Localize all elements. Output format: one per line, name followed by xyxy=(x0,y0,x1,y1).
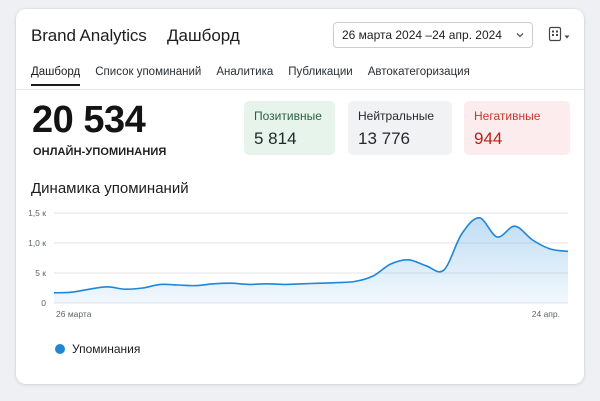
positive-label: Позитивные xyxy=(254,109,322,123)
legend-label: Упоминания xyxy=(72,342,141,356)
calendar-menu-button[interactable] xyxy=(548,26,572,46)
negative-value: 944 xyxy=(474,129,503,148)
y-tick-label: 0 xyxy=(41,298,46,308)
neutral-stat-card[interactable]: Нейтральные 13 776 xyxy=(348,101,452,155)
y-tick-label: 1,0 к xyxy=(28,238,46,248)
calendar-icon xyxy=(548,26,562,47)
tabs-divider xyxy=(16,89,584,90)
x-tick-label: 24 апр. xyxy=(532,309,560,319)
date-range-select[interactable]: 26 марта 2024 –24 апр. 2024 xyxy=(333,22,533,48)
negative-label: Негативные xyxy=(474,109,541,123)
series-area xyxy=(54,217,568,303)
mentions-chart: 0 5 к 1,0 к 1,5 к 26 марта 24 апр. xyxy=(28,208,569,319)
tab-analytics[interactable]: Аналитика xyxy=(216,66,274,78)
caret-down-icon xyxy=(564,27,570,45)
positive-stat-card[interactable]: Позитивные 5 814 xyxy=(244,101,335,155)
total-mentions-value: 20 534 xyxy=(32,99,146,141)
total-mentions-label: ОНЛАЙН-УПОМИНАНИЯ xyxy=(33,146,167,158)
x-tick-label: 26 марта xyxy=(56,309,92,319)
y-tick-label: 5 к xyxy=(35,268,46,278)
negative-stat-card[interactable]: Негативные 944 xyxy=(464,101,570,155)
positive-value: 5 814 xyxy=(254,129,297,148)
neutral-value: 13 776 xyxy=(358,129,410,148)
chart-legend: Упоминания xyxy=(55,342,140,356)
brand-name: Brand Analytics xyxy=(31,26,147,45)
neutral-label: Нейтральные xyxy=(358,109,435,123)
tab-publications[interactable]: Публикации xyxy=(288,66,353,78)
date-range-label: 26 марта 2024 –24 апр. 2024 xyxy=(342,28,502,42)
chart-title: Динамика упоминаний xyxy=(31,180,189,197)
series-line xyxy=(53,217,569,294)
page-title: Дашборд xyxy=(167,26,240,45)
y-tick-label: 1,5 к xyxy=(28,208,46,218)
tab-autocategorization[interactable]: Автокатегоризация xyxy=(367,66,470,78)
legend-swatch xyxy=(55,344,65,354)
tab-mentions-list[interactable]: Список упоминаний xyxy=(95,66,202,78)
tab-dashboard[interactable]: Дашборд xyxy=(31,66,81,86)
tab-bar: Дашборд Список упоминаний Аналитика Публ… xyxy=(31,66,485,86)
dashboard-card: Brand Analytics Дашборд 26 марта 2024 –2… xyxy=(16,9,584,384)
chevron-down-icon xyxy=(514,29,526,41)
